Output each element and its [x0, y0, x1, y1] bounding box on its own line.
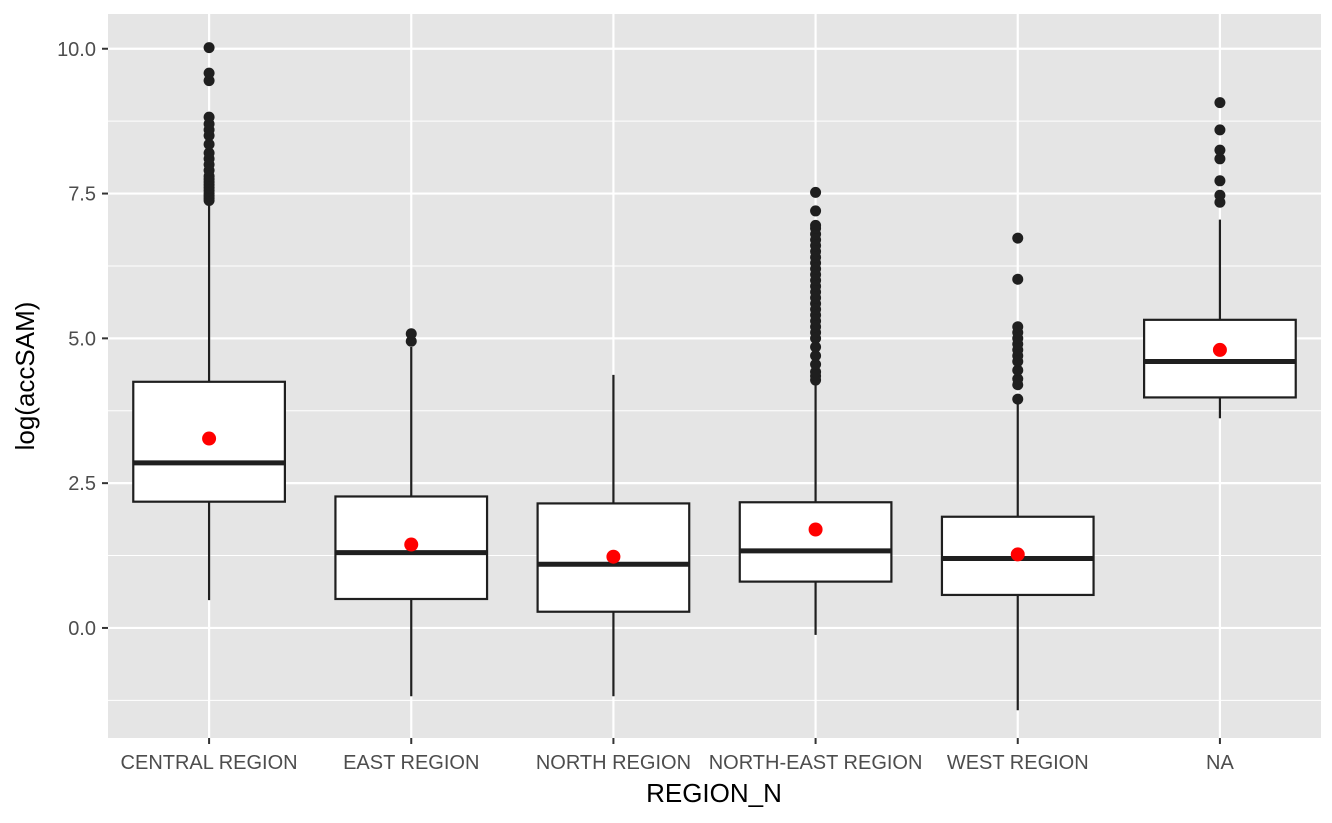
outlier-point: [203, 42, 215, 54]
y-tick-label: 2.5: [68, 473, 96, 495]
outlier-point: [810, 219, 822, 231]
box-layer: [132, 42, 1297, 711]
outlier-point: [1214, 175, 1226, 187]
outlier-point: [1214, 153, 1226, 165]
y-axis-title: log(accSAM): [10, 302, 40, 451]
y-tick-label: 0.0: [68, 618, 96, 640]
outlier-point: [1012, 364, 1024, 376]
outlier-point: [405, 328, 417, 340]
x-tick-label: CENTRAL REGION: [121, 752, 298, 774]
plot-panel: [108, 14, 1321, 738]
x-tick-label: NA: [1206, 752, 1234, 774]
outlier-point: [810, 358, 822, 370]
x-tick-label: WEST REGION: [947, 752, 1089, 774]
outlier-point: [203, 111, 215, 123]
outlier-point: [203, 147, 215, 159]
outlier-point: [1012, 232, 1024, 244]
y-tick-label: 5.0: [68, 328, 96, 350]
outlier-point: [1012, 321, 1024, 333]
outlier-point: [1214, 97, 1226, 109]
outlier-point: [810, 350, 822, 362]
outlier-point: [203, 75, 215, 87]
mean-point: [1212, 342, 1227, 357]
outlier-point: [405, 335, 417, 347]
outlier-point: [1012, 273, 1024, 285]
outlier-point: [1214, 124, 1226, 136]
outlier-point: [1012, 373, 1024, 385]
iqr-box: [738, 501, 893, 583]
x-axis-title: REGION_N: [646, 778, 782, 808]
box-group-5: [1143, 97, 1297, 419]
y-tick-label: 7.5: [68, 184, 96, 206]
x-tick-label: NORTH-EAST REGION: [709, 752, 923, 774]
box-group-3: [738, 186, 893, 635]
outlier-point: [810, 205, 822, 217]
mean-point: [1010, 547, 1025, 562]
box-group-0: [132, 42, 286, 601]
outlier-point: [810, 366, 822, 378]
box-group-1: [334, 328, 489, 697]
x-tick-label: EAST REGION: [343, 752, 479, 774]
outlier-point: [810, 341, 822, 353]
iqr-box: [1143, 318, 1297, 399]
box-group-4: [940, 232, 1095, 711]
x-tick-label: NORTH REGION: [536, 752, 691, 774]
y-tick-label: 10.0: [57, 39, 96, 61]
outlier-point: [203, 67, 215, 79]
x-axis: CENTRAL REGION EAST REGION NORTH REGION NOR…: [121, 738, 1234, 774]
outlier-point: [1012, 393, 1024, 405]
mean-point: [404, 537, 419, 552]
mean-point: [606, 549, 621, 564]
box-group-2: [536, 374, 691, 697]
outlier-point: [1214, 189, 1226, 201]
mean-point: [202, 431, 217, 446]
outlier-point: [1214, 144, 1226, 156]
outlier-point: [203, 138, 215, 150]
y-axis: 0.0 2.5 5.0 7.5 10.0: [57, 39, 108, 640]
mean-point: [808, 522, 823, 537]
outlier-point: [810, 186, 822, 198]
